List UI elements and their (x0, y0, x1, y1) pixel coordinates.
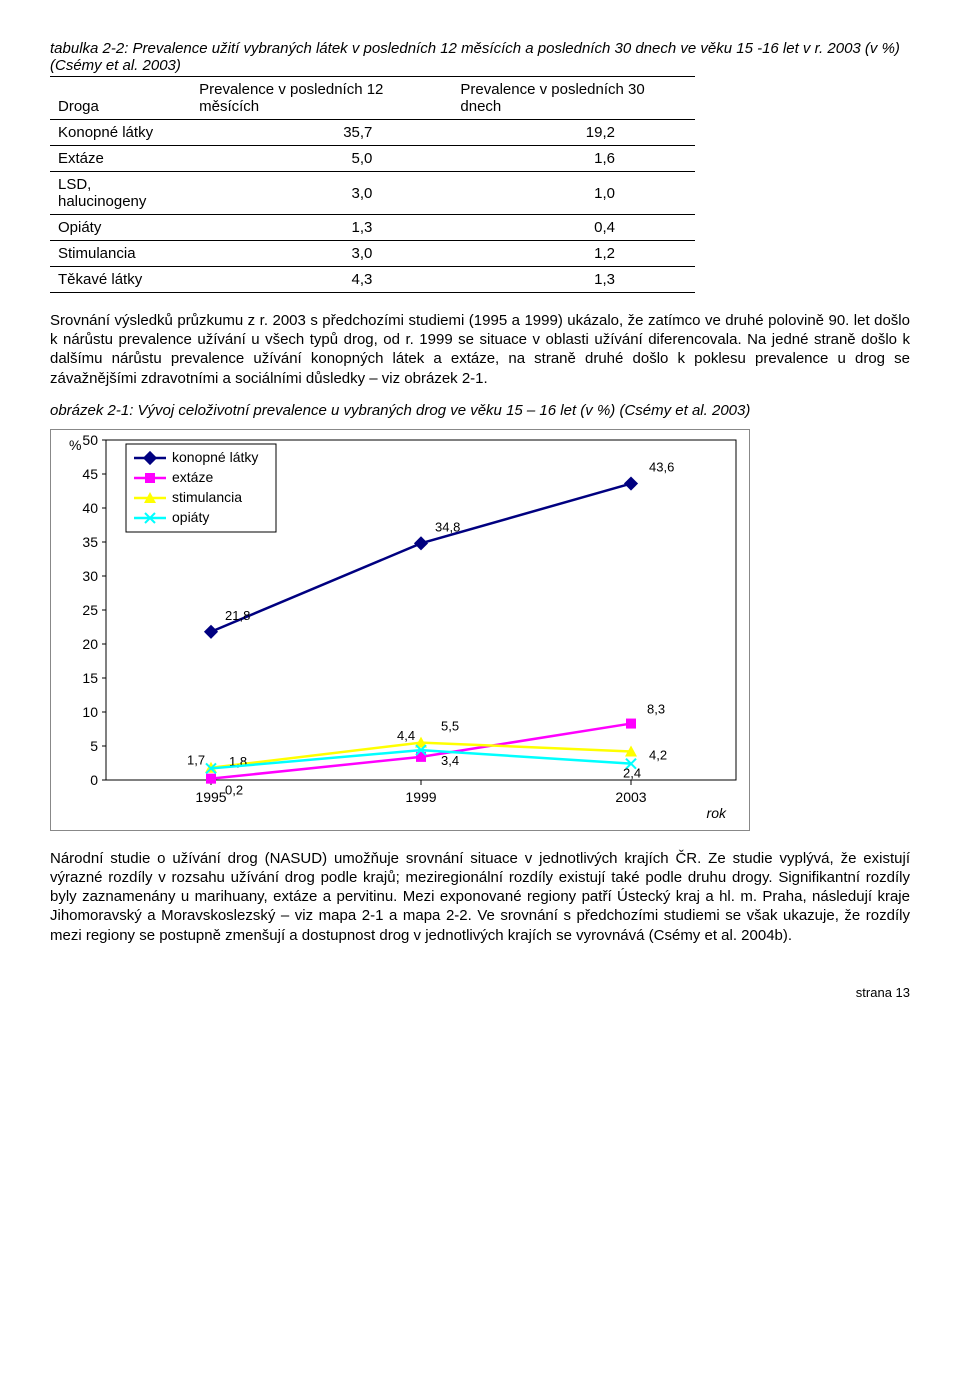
paragraph-comparison: Srovnání výsledků průzkumu z r. 2003 s p… (50, 311, 910, 388)
svg-text:2003: 2003 (615, 789, 646, 805)
cell-30d: 1,6 (452, 146, 695, 172)
svg-text:8,3: 8,3 (647, 701, 665, 716)
svg-text:20: 20 (82, 636, 98, 652)
svg-text:50: 50 (82, 432, 98, 448)
svg-text:2,4: 2,4 (623, 765, 641, 780)
svg-text:43,6: 43,6 (649, 459, 674, 474)
cell-12m: 3,0 (191, 172, 452, 215)
cell-drug: LSD, halucinogeny (50, 172, 191, 215)
svg-text:15: 15 (82, 670, 98, 686)
page-footer: strana 13 (50, 985, 910, 1000)
col-30d: Prevalence v posledních 30 dnech (452, 77, 695, 120)
table-row: Opiáty1,30,4 (50, 215, 695, 241)
cell-12m: 5,0 (191, 146, 452, 172)
chart-svg: 0 5 10 15 20 25 30 35 40 45 50% 1995 1999 2003 rok 21,8… (51, 430, 751, 830)
svg-text:45: 45 (82, 466, 98, 482)
cell-30d: 19,2 (452, 120, 695, 146)
cell-30d: 1,3 (452, 267, 695, 293)
svg-text:30: 30 (82, 568, 98, 584)
svg-text:rok: rok (707, 805, 727, 821)
svg-text:4,2: 4,2 (649, 747, 667, 762)
cell-12m: 1,3 (191, 215, 452, 241)
cell-drug: Extáze (50, 146, 191, 172)
svg-text:1995: 1995 (195, 789, 226, 805)
cell-12m: 35,7 (191, 120, 452, 146)
table-row: Stimulancia3,01,2 (50, 241, 695, 267)
svg-text:35: 35 (82, 534, 98, 550)
table-row: Extáze5,01,6 (50, 146, 695, 172)
svg-text:opiáty: opiáty (172, 509, 209, 525)
svg-text:34,8: 34,8 (435, 519, 460, 534)
svg-text:5,5: 5,5 (441, 718, 459, 733)
svg-text:0,2: 0,2 (225, 782, 243, 797)
cell-drug: Těkavé látky (50, 267, 191, 293)
svg-text:konopné látky: konopné látky (172, 449, 258, 465)
svg-text:%: % (69, 437, 81, 453)
cell-12m: 4,3 (191, 267, 452, 293)
cell-drug: Opiáty (50, 215, 191, 241)
table-caption: tabulka 2-2: Prevalence užití vybraných … (50, 40, 910, 74)
chart-caption: obrázek 2-1: Vývoj celoživotní prevalenc… (50, 402, 910, 419)
cell-12m: 3,0 (191, 241, 452, 267)
table-row: Těkavé látky4,31,3 (50, 267, 695, 293)
prevalence-table: Droga Prevalence v posledních 12 měsícíc… (50, 76, 695, 293)
table-row: Konopné látky35,719,2 (50, 120, 695, 146)
col-droga: Droga (50, 77, 191, 120)
svg-text:1999: 1999 (405, 789, 436, 805)
cell-30d: 0,4 (452, 215, 695, 241)
cell-30d: 1,2 (452, 241, 695, 267)
svg-text:3,4: 3,4 (441, 753, 459, 768)
svg-text:40: 40 (82, 500, 98, 516)
col-12m: Prevalence v posledních 12 měsících (191, 77, 452, 120)
cell-drug: Konopné látky (50, 120, 191, 146)
svg-text:5: 5 (90, 738, 98, 754)
svg-text:0: 0 (90, 772, 98, 788)
paragraph-nasud: Národní studie o užívání drog (NASUD) um… (50, 849, 910, 945)
prevalence-chart: 0 5 10 15 20 25 30 35 40 45 50% 1995 1999 2003 rok 21,8… (50, 429, 750, 831)
table-header-row: Droga Prevalence v posledních 12 měsícíc… (50, 77, 695, 120)
cell-30d: 1,0 (452, 172, 695, 215)
cell-drug: Stimulancia (50, 241, 191, 267)
svg-text:25: 25 (82, 602, 98, 618)
svg-text:21,8: 21,8 (225, 608, 250, 623)
svg-text:stimulancia: stimulancia (172, 489, 242, 505)
svg-text:extáze: extáze (172, 469, 213, 485)
svg-text:4,4: 4,4 (397, 728, 415, 743)
svg-text:10: 10 (82, 704, 98, 720)
table-row: LSD, halucinogeny3,01,0 (50, 172, 695, 215)
svg-text:1,7: 1,7 (187, 752, 205, 767)
